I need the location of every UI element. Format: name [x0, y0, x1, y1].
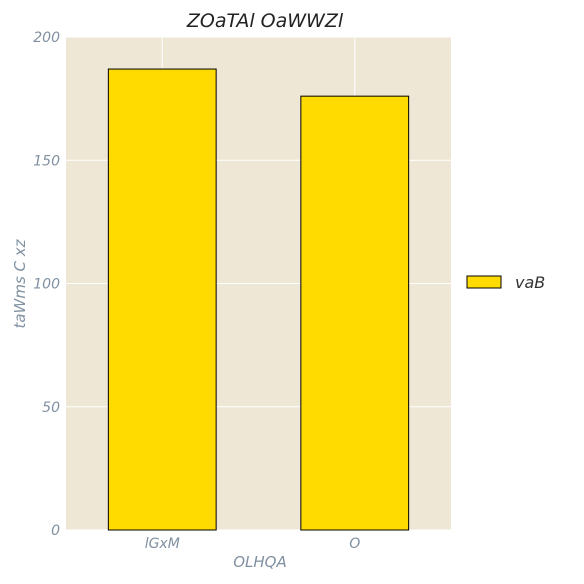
y-tick-label: 150: [33, 153, 60, 169]
y-tick-labels: 0 50 100 150 200: [33, 30, 60, 539]
y-tick-label: 100: [33, 277, 60, 293]
bar-O: [300, 95, 410, 531]
legend-label: vaB: [515, 273, 545, 292]
y-tick-label: 200: [33, 30, 60, 46]
bars: [107, 68, 410, 531]
bar-lGxM: [107, 68, 217, 531]
legend-swatch: [466, 275, 502, 289]
x-tick-labels: lGxM O: [145, 536, 361, 552]
x-tick-label: lGxM: [145, 536, 180, 552]
y-tick-label: 50: [42, 400, 60, 416]
y-axis-label: taWms C xz: [11, 238, 29, 328]
y-tick-label: 0: [51, 523, 60, 539]
x-axis-label: OLHQA: [233, 553, 287, 571]
legend: vaB: [466, 273, 545, 292]
chart-title: ZOaTAl OaWWZl: [186, 10, 344, 32]
x-tick-label: O: [349, 536, 360, 552]
